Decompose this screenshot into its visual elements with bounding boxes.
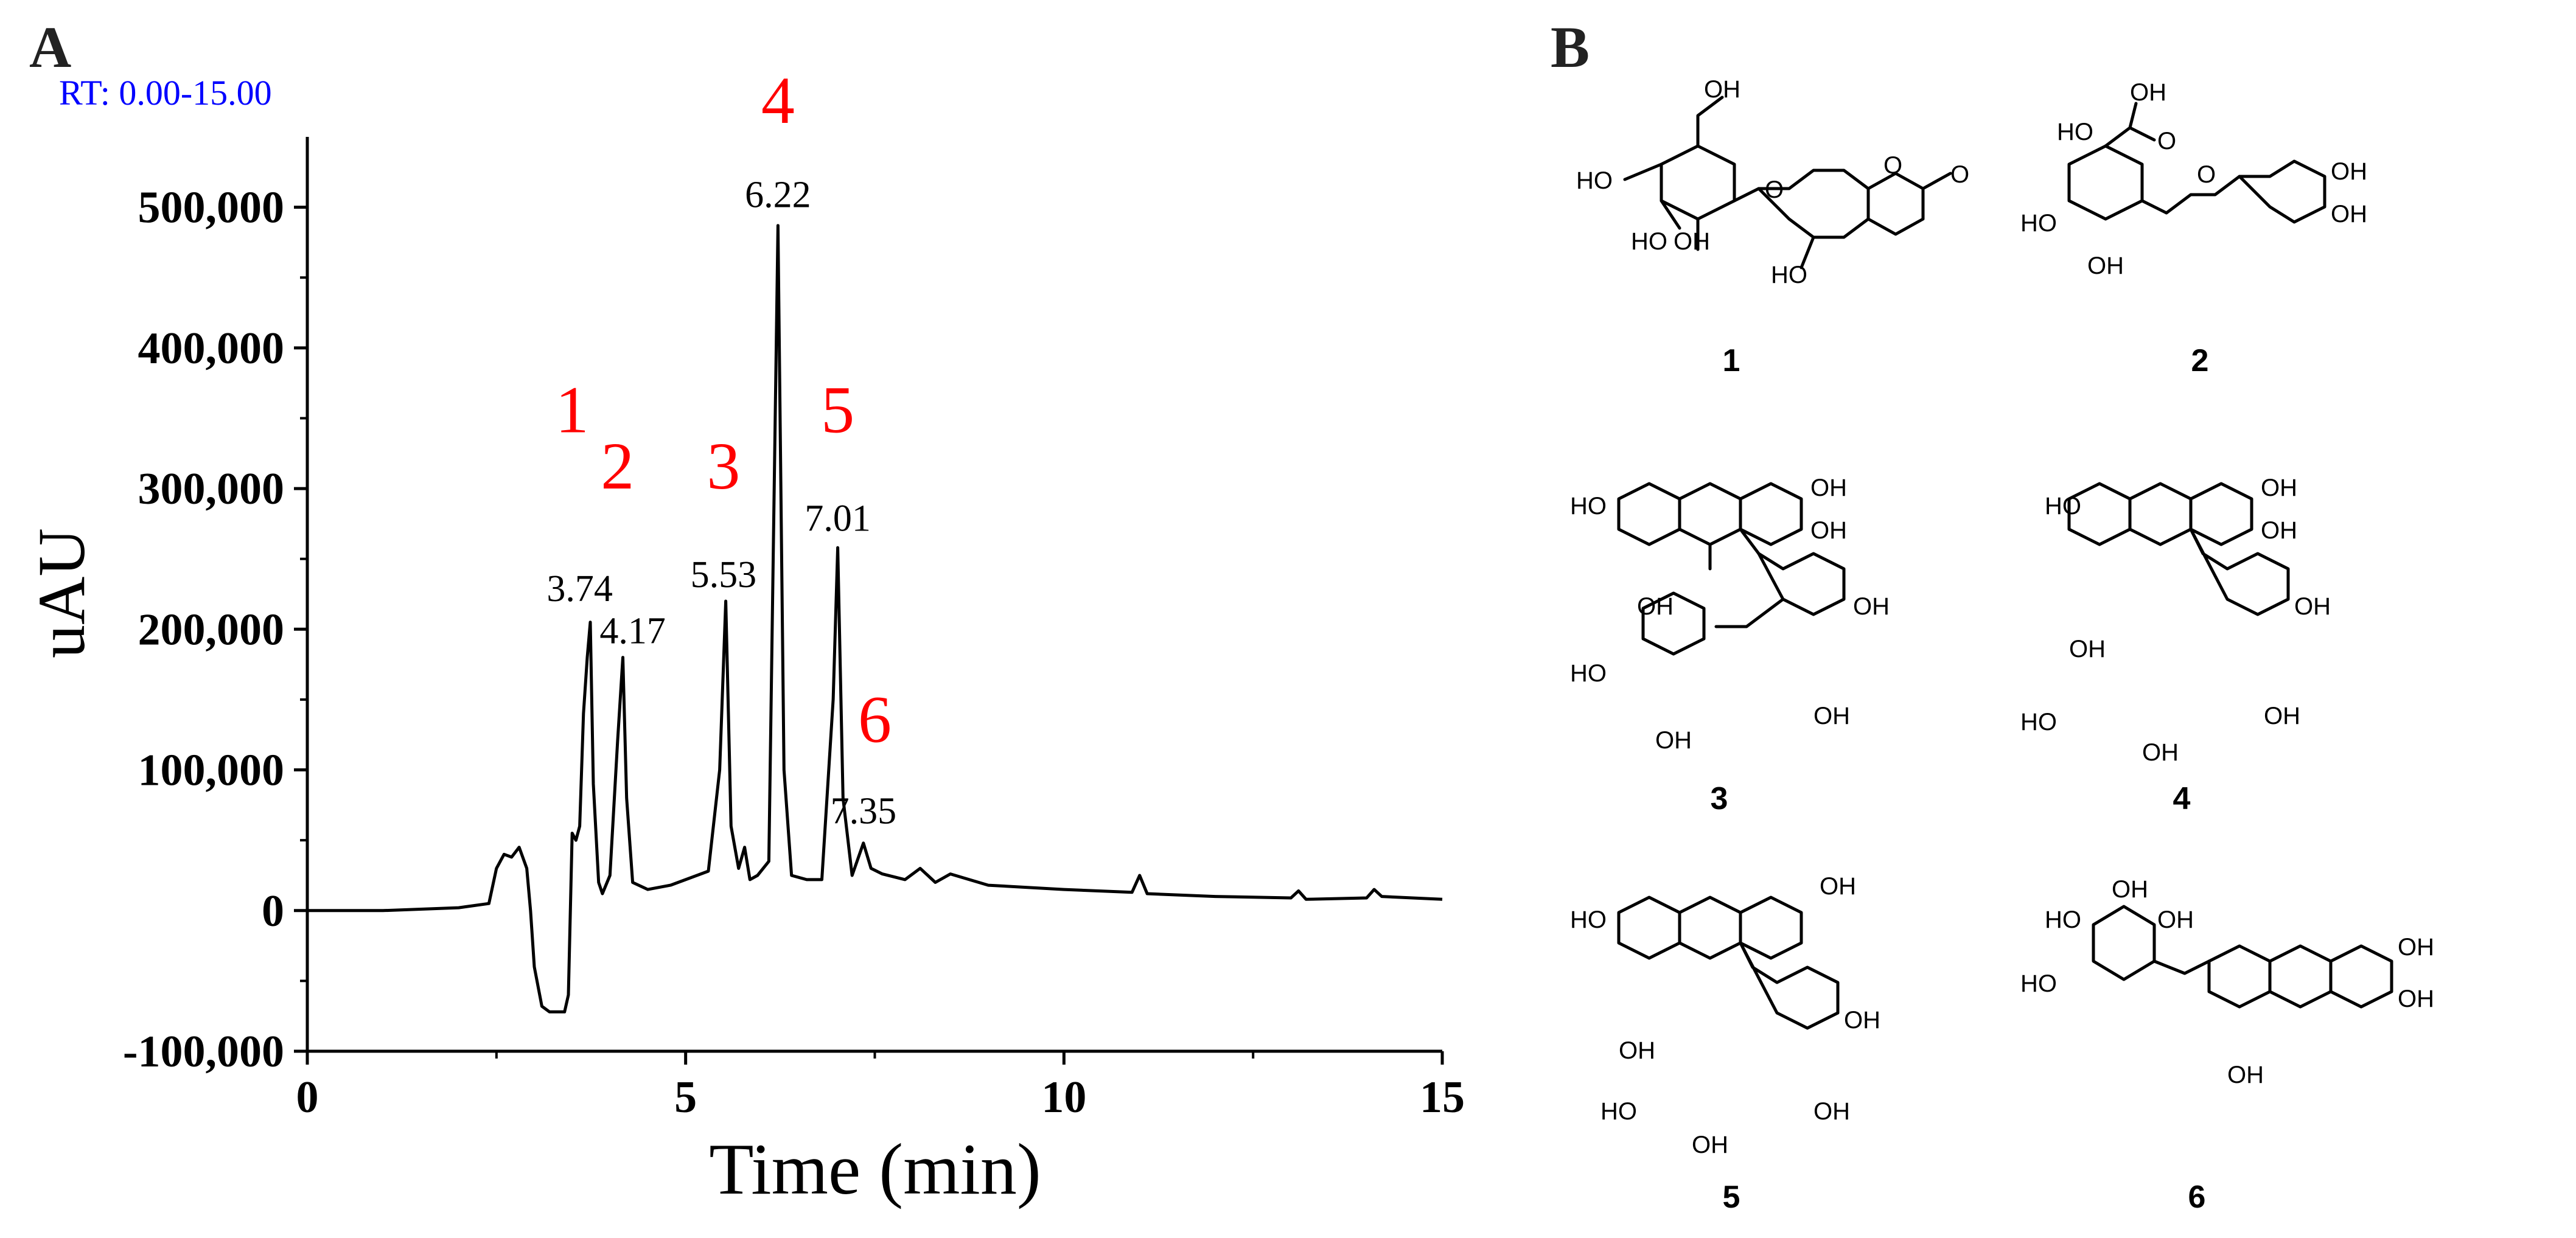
panel-b-letter: B xyxy=(1551,15,1590,80)
atom-label: HO xyxy=(1600,1098,1637,1125)
atom-label: OH xyxy=(2130,79,2166,106)
y-tick-label: 0 xyxy=(262,886,284,936)
compound-5-structure: HO OH OH OH HO OH OH 5 xyxy=(1570,873,1880,1215)
atom-label: OH xyxy=(2331,201,2367,228)
peak-number-label: 6 xyxy=(858,682,892,756)
chromatogram-trace xyxy=(307,224,1443,1014)
x-axis-title: Time (min) xyxy=(709,1128,1041,1209)
atom-label: OH xyxy=(1619,1037,1655,1064)
peak-number-label: 1 xyxy=(556,373,589,447)
peak-number-label: 4 xyxy=(761,63,795,137)
retention-time-label: 6.22 xyxy=(745,175,811,216)
retention-time-label: 3.74 xyxy=(546,568,613,610)
compound-label: 6 xyxy=(2188,1180,2206,1215)
retention-time-label: 5.53 xyxy=(691,554,757,596)
atom-label: OH xyxy=(1813,1098,1850,1125)
atom-label: OH xyxy=(2227,1062,2264,1088)
y-tick-label: -100,000 xyxy=(123,1027,284,1077)
atom-label: HO xyxy=(1570,906,1607,933)
compound-2-structure: HO OH O HO OH O OH OH 2 xyxy=(2020,79,2367,378)
atom-label: OH xyxy=(2261,475,2297,501)
atom-label: OH xyxy=(2142,739,2179,766)
atom-label: OH xyxy=(1692,1132,1728,1158)
peak-annotations: 12 3 4 5 6 3.744.17 5.53 6.22 7.01 7.35 xyxy=(546,63,896,832)
compound-label: 2 xyxy=(2191,343,2209,378)
x-tick-label: 5 xyxy=(674,1073,697,1122)
y-tick-label: 400,000 xyxy=(138,324,285,374)
compound-label: 5 xyxy=(1723,1180,1740,1215)
atom-label: OH xyxy=(2398,934,2434,961)
atom-label: OH xyxy=(1844,1007,1880,1034)
x-ticks: 0 5 10 15 xyxy=(296,1051,1465,1122)
atom-label: O xyxy=(1765,176,1784,203)
atom-label: OH xyxy=(1637,593,1674,620)
compound-1-structure: OH HO OH HO O O O HO 1 xyxy=(1576,76,1969,378)
rt-range-label: RT: 0.00-15.00 xyxy=(59,73,272,113)
atom-label: HO xyxy=(2020,709,2057,735)
compound-3-structure: HO OH OH OH OH HO OH OH 3 xyxy=(1570,475,1890,816)
compound-6-structure: HO OH OH HO OH OH OH 6 xyxy=(2020,876,2434,1215)
atom-label: OH xyxy=(2087,252,2124,279)
atom-label: OH xyxy=(2331,158,2367,185)
atom-label: OH xyxy=(2069,636,2106,662)
atom-label: HO xyxy=(2020,210,2057,237)
atom-label: HO xyxy=(1570,493,1607,520)
atom-label: O xyxy=(1950,161,1969,188)
compound-4-structure: HO OH OH OH OH HO OH OH 4 xyxy=(2020,475,2331,816)
atom-label: OH xyxy=(1704,76,1740,103)
atom-label: OH xyxy=(1853,593,1890,620)
peak-number-label: 5 xyxy=(821,373,854,447)
peak-number-label: 2 xyxy=(601,429,634,503)
atom-label: HO xyxy=(2045,493,2081,520)
atom-label: HO xyxy=(2045,906,2081,933)
compound-label: 4 xyxy=(2173,781,2191,816)
y-tick-label: 200,000 xyxy=(138,605,285,655)
atom-label: HO xyxy=(1570,660,1607,687)
atom-label: OH xyxy=(2294,593,2331,620)
atom-label: O xyxy=(2197,161,2216,188)
y-tick-label: 300,000 xyxy=(138,464,285,514)
atom-label: OH xyxy=(2264,703,2300,729)
retention-time-label: 7.35 xyxy=(831,790,897,832)
atom-label: O xyxy=(1883,152,1902,179)
compound-label: 3 xyxy=(1711,781,1728,816)
atom-label: O xyxy=(2157,128,2176,155)
y-ticks: -100,000 0 100,000 200,000 300,000 400,000 500… xyxy=(123,183,307,1077)
retention-time-label: 7.01 xyxy=(805,498,871,539)
atom-label: OH xyxy=(1655,727,1692,754)
atom-label: HO xyxy=(2020,970,2057,997)
atom-label: OH xyxy=(1813,703,1850,729)
y-axis-title: uAU xyxy=(24,528,99,658)
panel-a-letter: A xyxy=(29,15,71,80)
atom-label: OH xyxy=(1810,517,1847,544)
atom-label: OH xyxy=(1674,228,1710,255)
atom-label: HO xyxy=(1771,262,1807,288)
atom-label: HO xyxy=(1631,228,1667,255)
atom-label: OH xyxy=(2398,986,2434,1012)
retention-time-label: 4.17 xyxy=(599,610,666,652)
x-tick-label: 0 xyxy=(296,1073,319,1122)
y-tick-label: 500,000 xyxy=(138,183,285,233)
chromatogram-chart: -100,0000100,000200,000300,000400,000500… xyxy=(24,63,1465,1209)
x-tick-label: 10 xyxy=(1041,1073,1086,1122)
compound-label: 1 xyxy=(1723,343,1740,378)
atom-label: OH xyxy=(2157,906,2194,933)
atom-label: HO xyxy=(2057,119,2093,145)
atom-label: OH xyxy=(1820,873,1856,900)
atom-label: OH xyxy=(2261,517,2297,544)
atom-label: OH xyxy=(1810,475,1847,501)
peak-number-label: 3 xyxy=(707,429,740,503)
atom-label: HO xyxy=(1576,167,1613,194)
atom-label: OH xyxy=(2112,876,2148,903)
x-tick-label: 15 xyxy=(1420,1073,1465,1122)
y-tick-label: 100,000 xyxy=(138,746,285,796)
